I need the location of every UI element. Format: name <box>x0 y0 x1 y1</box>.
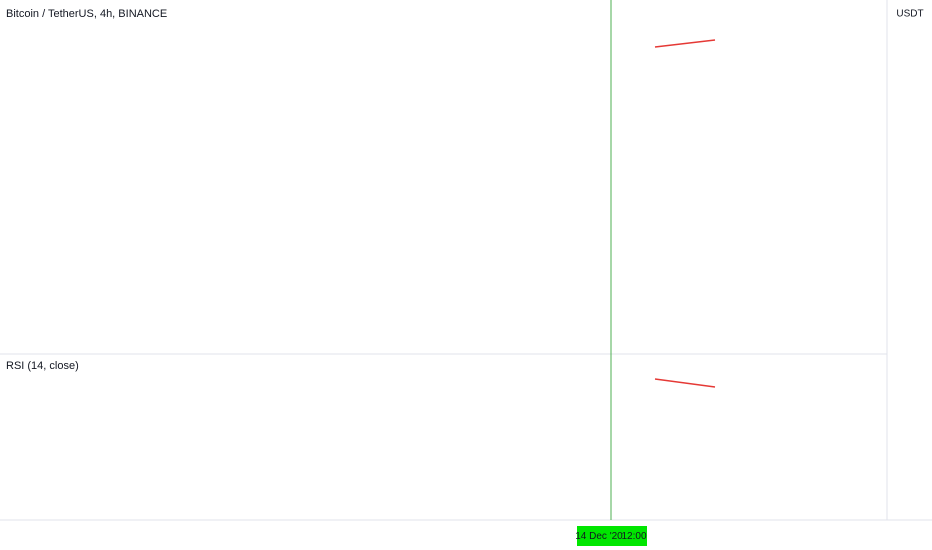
chart-title: Bitcoin / TetherUS, 4h, BINANCE <box>6 8 167 20</box>
indicator-title: RSI (14, close) <box>6 360 79 372</box>
price-trendline <box>654 39 716 48</box>
crosshair-time: 12:00 <box>621 531 646 542</box>
crosshair-label-box <box>577 526 647 546</box>
crosshair-date: 14 Dec '20 <box>575 531 623 542</box>
currency-label: USDT <box>896 9 923 20</box>
rsi-trendline <box>654 378 716 388</box>
